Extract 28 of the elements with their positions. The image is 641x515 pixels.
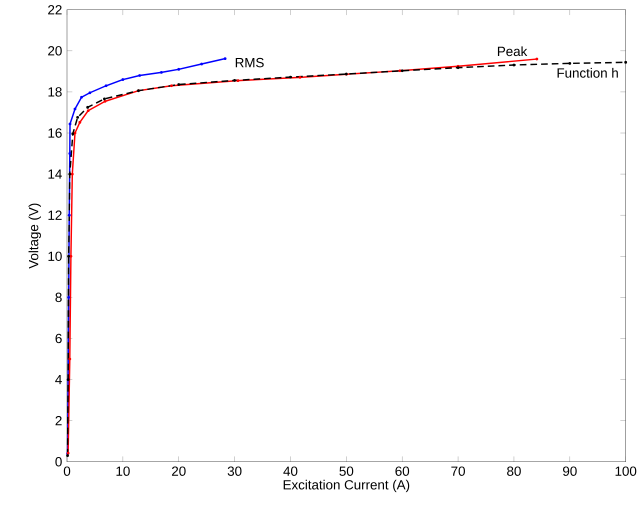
- x-tick-label: 100: [616, 466, 636, 476]
- x-tick-label: 0: [64, 466, 70, 476]
- x-tick-label: 50: [339, 466, 354, 476]
- y-tick-label: 14: [48, 169, 62, 179]
- series-label: RMS: [236, 58, 264, 68]
- y-tick-label: 16: [48, 128, 62, 138]
- x-tick-label: 10: [116, 466, 130, 476]
- y-tick-label: 18: [48, 87, 62, 97]
- y-tick-label: 10: [48, 252, 62, 261]
- y-tick-label: 2: [56, 416, 62, 426]
- x-tick-label: 20: [172, 466, 186, 476]
- series-label: Peak: [498, 46, 528, 56]
- y-tick-label: 4: [55, 374, 62, 384]
- x-tick-label: 90: [563, 466, 577, 476]
- x-tick-label: 60: [395, 466, 410, 476]
- x-tick-label: 30: [228, 466, 242, 476]
- y-axis-title: Voltage (V): [28, 204, 41, 269]
- x-tick-label: 70: [451, 466, 465, 476]
- y-tick-label: 8: [55, 292, 62, 302]
- x-tick-label: 80: [507, 466, 521, 476]
- y-tick-label: 12: [48, 210, 62, 220]
- x-tick-label: 40: [283, 466, 298, 476]
- y-tick-label: 0: [55, 457, 62, 466]
- y-tick-label: 22: [48, 5, 62, 14]
- y-tick-label: 20: [48, 46, 62, 56]
- y-tick-label: 6: [56, 334, 62, 344]
- series-label: Function h: [558, 68, 618, 78]
- x-axis-title: Excitation Current (A): [284, 480, 410, 492]
